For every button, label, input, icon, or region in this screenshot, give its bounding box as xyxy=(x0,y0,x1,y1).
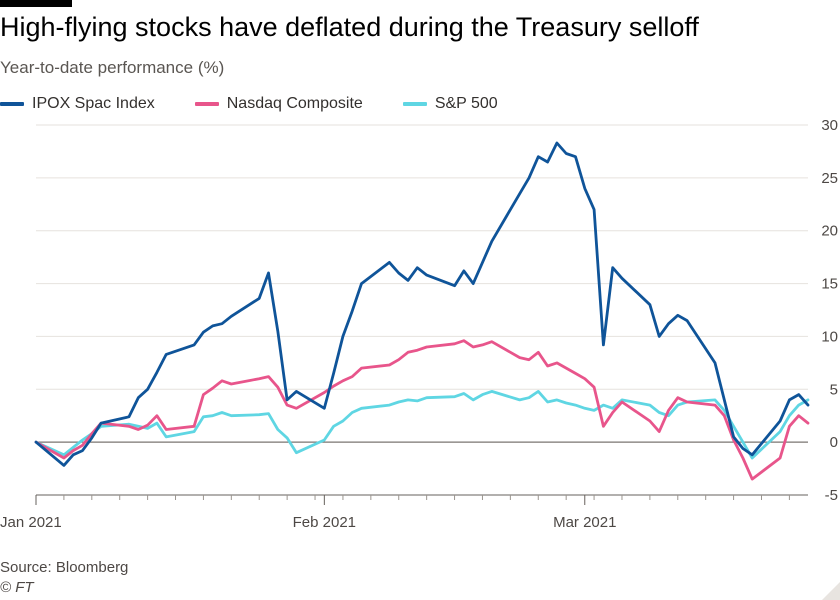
legend-label-nasdaq: Nasdaq Composite xyxy=(226,95,363,112)
legend-label-ipox: IPOX Spac Index xyxy=(32,95,155,112)
y-tick-label: 20 xyxy=(821,223,838,240)
copyright-note: © FT xyxy=(0,579,34,596)
legend-item-sp500: S&P 500 xyxy=(402,95,498,113)
legend-swatch-nasdaq xyxy=(194,102,219,106)
series-line-ipox-spac-index xyxy=(34,141,810,467)
axis-labels: -5 0 5 10 15 20 25 30 Jan 2021 Feb 2021 Mar 2021 xyxy=(0,117,838,531)
y-tick-label: 10 xyxy=(821,328,838,345)
legend-swatch-sp500 xyxy=(402,102,427,106)
source-note: Source: Bloomberg xyxy=(0,559,129,576)
legend-swatch-ipox xyxy=(0,102,24,106)
y-tick-label: 30 xyxy=(821,117,838,134)
chart-legend: IPOX Spac Index Nasdaq Composite S&P 500 xyxy=(0,95,538,113)
x-axis-ticks xyxy=(35,494,808,505)
grid-layer xyxy=(36,124,808,496)
chart-title: High-flying stocks have deflated during … xyxy=(0,12,699,42)
x-tick-label: Feb 2021 xyxy=(293,514,356,531)
y-tick-label: 25 xyxy=(821,170,838,187)
corner-fold xyxy=(822,582,840,600)
y-tick-label: 15 xyxy=(821,276,838,293)
y-tick-label: 5 xyxy=(830,381,838,398)
legend-label-sp500: S&P 500 xyxy=(434,95,498,112)
legend-item-nasdaq: Nasdaq Composite xyxy=(194,95,363,113)
y-tick-label: 0 xyxy=(830,434,838,451)
x-tick-label: Mar 2021 xyxy=(553,514,616,531)
series-layer xyxy=(34,141,810,481)
y-tick-label: -5 xyxy=(825,487,838,504)
brand-bar xyxy=(0,0,72,7)
series-line-s-p-500 xyxy=(34,390,810,460)
series-line-nasdaq-composite xyxy=(34,339,810,481)
chart-subtitle: Year-to-date performance (%) xyxy=(0,58,225,77)
line-chart: -5 0 5 10 15 20 25 30 Jan 2021 Feb 2021 Mar 2021 xyxy=(0,117,838,531)
x-tick-label: Jan 2021 xyxy=(0,514,62,531)
legend-item-ipox: IPOX Spac Index xyxy=(0,95,155,113)
